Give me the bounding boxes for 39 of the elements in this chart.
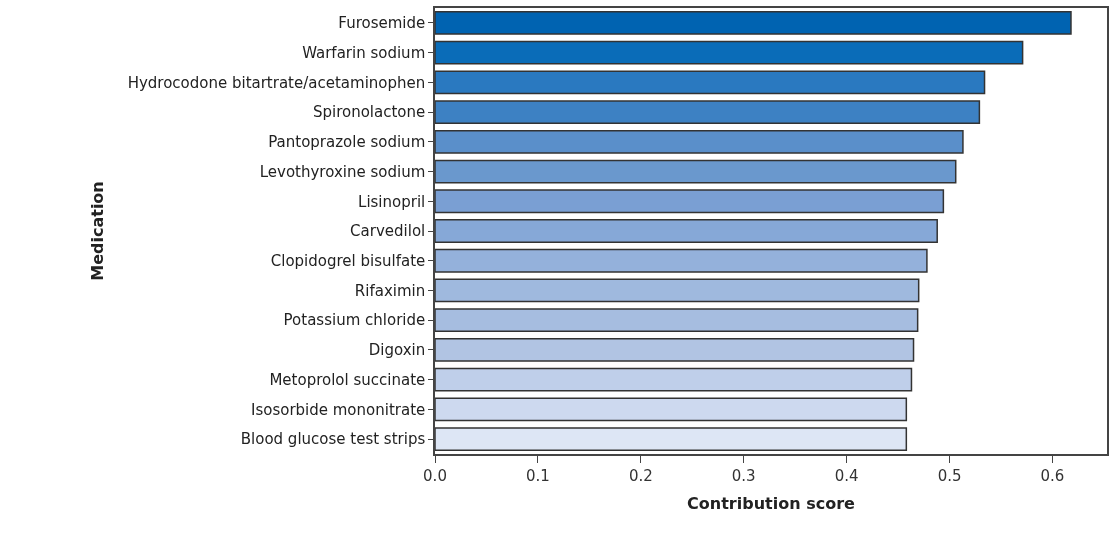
x-tick-label: 0.2 [628,466,653,485]
bar [435,308,919,333]
bar [435,159,957,184]
y-axis-title: Medication [88,181,108,281]
bar [435,278,920,303]
bar [435,367,913,392]
y-tick-label: Blood glucose test strips [240,430,426,449]
y-tick-label: Potassium chloride [283,311,426,330]
bar [435,189,945,214]
x-tick-label: 0.4 [834,466,859,485]
y-tick-label: Digoxin [368,341,426,360]
x-tick-label: 0.5 [937,466,962,485]
y-tick-label: Spironolactone [312,103,426,122]
bar [435,100,981,124]
x-axis-title: Contribution score [687,493,856,513]
bar [435,427,908,452]
bar [435,40,1024,65]
bar [435,338,915,362]
y-tick-label: Metoprolol succinate [269,370,426,389]
y-tick-label: Isosorbide mononitrate [250,400,426,419]
bar [435,219,938,243]
x-tick-label: 0.1 [525,466,550,485]
x-tick-label: 0.3 [731,466,756,485]
y-tick-label: Levothyroxine sodium [259,162,426,181]
y-tick-label: Lisinopril [358,192,426,211]
bar [435,397,908,422]
bar [435,248,928,273]
y-tick-label: Clopidogrel bisulfate [270,251,426,270]
y-tick-label: Warfarin sodium [302,43,426,62]
x-tick-label: 0.6 [1040,466,1065,485]
y-tick-label: Hydrocodone bitartrate/acetaminophen [127,73,426,92]
y-tick-label: Carvedilol [350,222,426,241]
bar [435,129,964,154]
bar [435,10,1072,35]
y-tick-label: Rifaximin [354,281,426,300]
bar [435,70,986,95]
y-tick-label: Furosemide [338,14,426,33]
y-tick-label: Pantoprazole sodium [268,133,426,152]
x-tick-label: 0.0 [423,466,447,485]
